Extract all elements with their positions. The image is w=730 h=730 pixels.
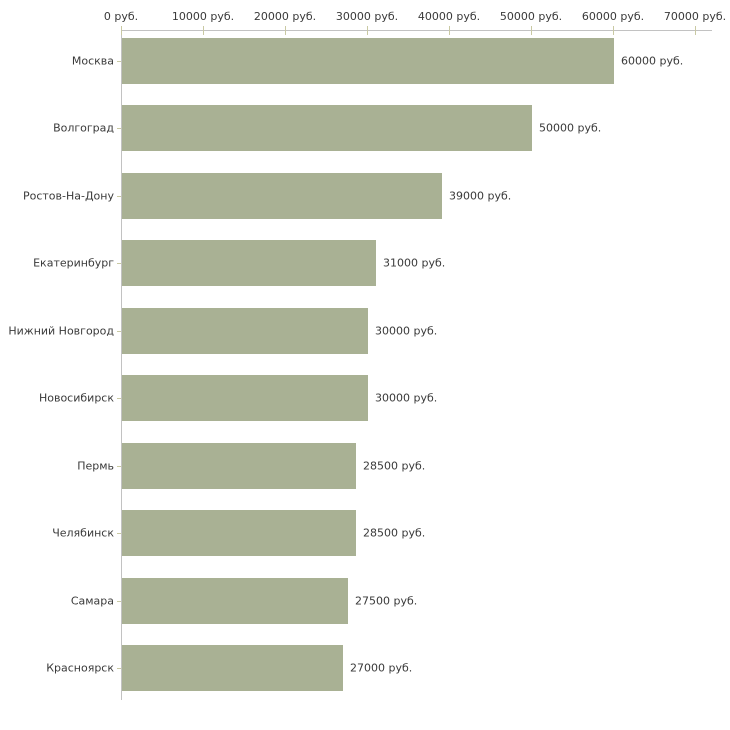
y-axis-tick-mark (117, 196, 121, 197)
x-axis-tick-mark (531, 26, 532, 35)
value-label: 27000 руб. (350, 661, 413, 675)
category-label: Москва (71, 54, 114, 67)
value-label: 27500 руб. (355, 594, 418, 607)
value-label: 39000 руб. (449, 189, 512, 202)
category-label: Волгоград (53, 121, 114, 135)
value-label: 30000 руб. (375, 391, 438, 405)
bar (122, 645, 343, 691)
bar (122, 308, 368, 354)
category-label: Самара (70, 594, 114, 607)
value-label: 31000 руб. (383, 256, 446, 270)
category-label: Екатеринбург (33, 256, 114, 270)
y-axis-tick-mark (117, 668, 121, 669)
x-axis-tick-label: 10000 руб. (171, 10, 235, 23)
x-axis-tick-label: 40000 руб. (417, 10, 481, 23)
x-axis-tick-mark (695, 26, 696, 35)
category-label: Красноярск (46, 661, 114, 675)
category-label: Ростов-На-Дону (22, 189, 114, 202)
category-label: Челябинск (52, 526, 114, 540)
x-axis-tick-mark (285, 26, 286, 35)
x-axis-tick-mark (121, 26, 122, 35)
x-axis-line (121, 30, 712, 31)
x-axis-tick-mark (367, 26, 368, 35)
bar (122, 578, 348, 624)
x-axis-tick-mark (203, 26, 204, 35)
value-label: 60000 руб. (621, 54, 684, 67)
bar (122, 375, 368, 421)
bar (122, 173, 442, 219)
x-axis-tick-label: 0 руб. (103, 10, 139, 23)
bar (122, 105, 532, 151)
value-label: 30000 руб. (375, 324, 438, 337)
x-axis-tick-label: 70000 руб. (663, 10, 727, 23)
value-label: 28500 руб. (363, 526, 426, 540)
x-axis-tick-mark (449, 26, 450, 35)
y-axis-tick-mark (117, 398, 121, 399)
bar (122, 38, 614, 84)
category-label: Новосибирск (38, 391, 114, 405)
value-label: 50000 руб. (539, 121, 602, 135)
y-axis-tick-mark (117, 263, 121, 264)
x-axis-tick-label: 60000 руб. (581, 10, 645, 23)
value-label: 28500 руб. (363, 459, 426, 472)
bar (122, 443, 356, 489)
y-axis-line (121, 30, 122, 700)
x-axis-tick-mark (613, 26, 614, 35)
category-label: Нижний Новгород (8, 324, 114, 337)
bar (122, 240, 376, 286)
bar (122, 510, 356, 556)
x-axis-tick-label: 50000 руб. (499, 10, 563, 23)
y-axis-tick-mark (117, 128, 121, 129)
y-axis-tick-mark (117, 601, 121, 602)
x-axis-tick-label: 20000 руб. (253, 10, 317, 23)
y-axis-tick-mark (117, 533, 121, 534)
x-axis-tick-label: 30000 руб. (335, 10, 399, 23)
y-axis-tick-mark (117, 466, 121, 467)
y-axis-tick-mark (117, 61, 121, 62)
category-label: Пермь (77, 459, 114, 472)
y-axis-tick-mark (117, 331, 121, 332)
